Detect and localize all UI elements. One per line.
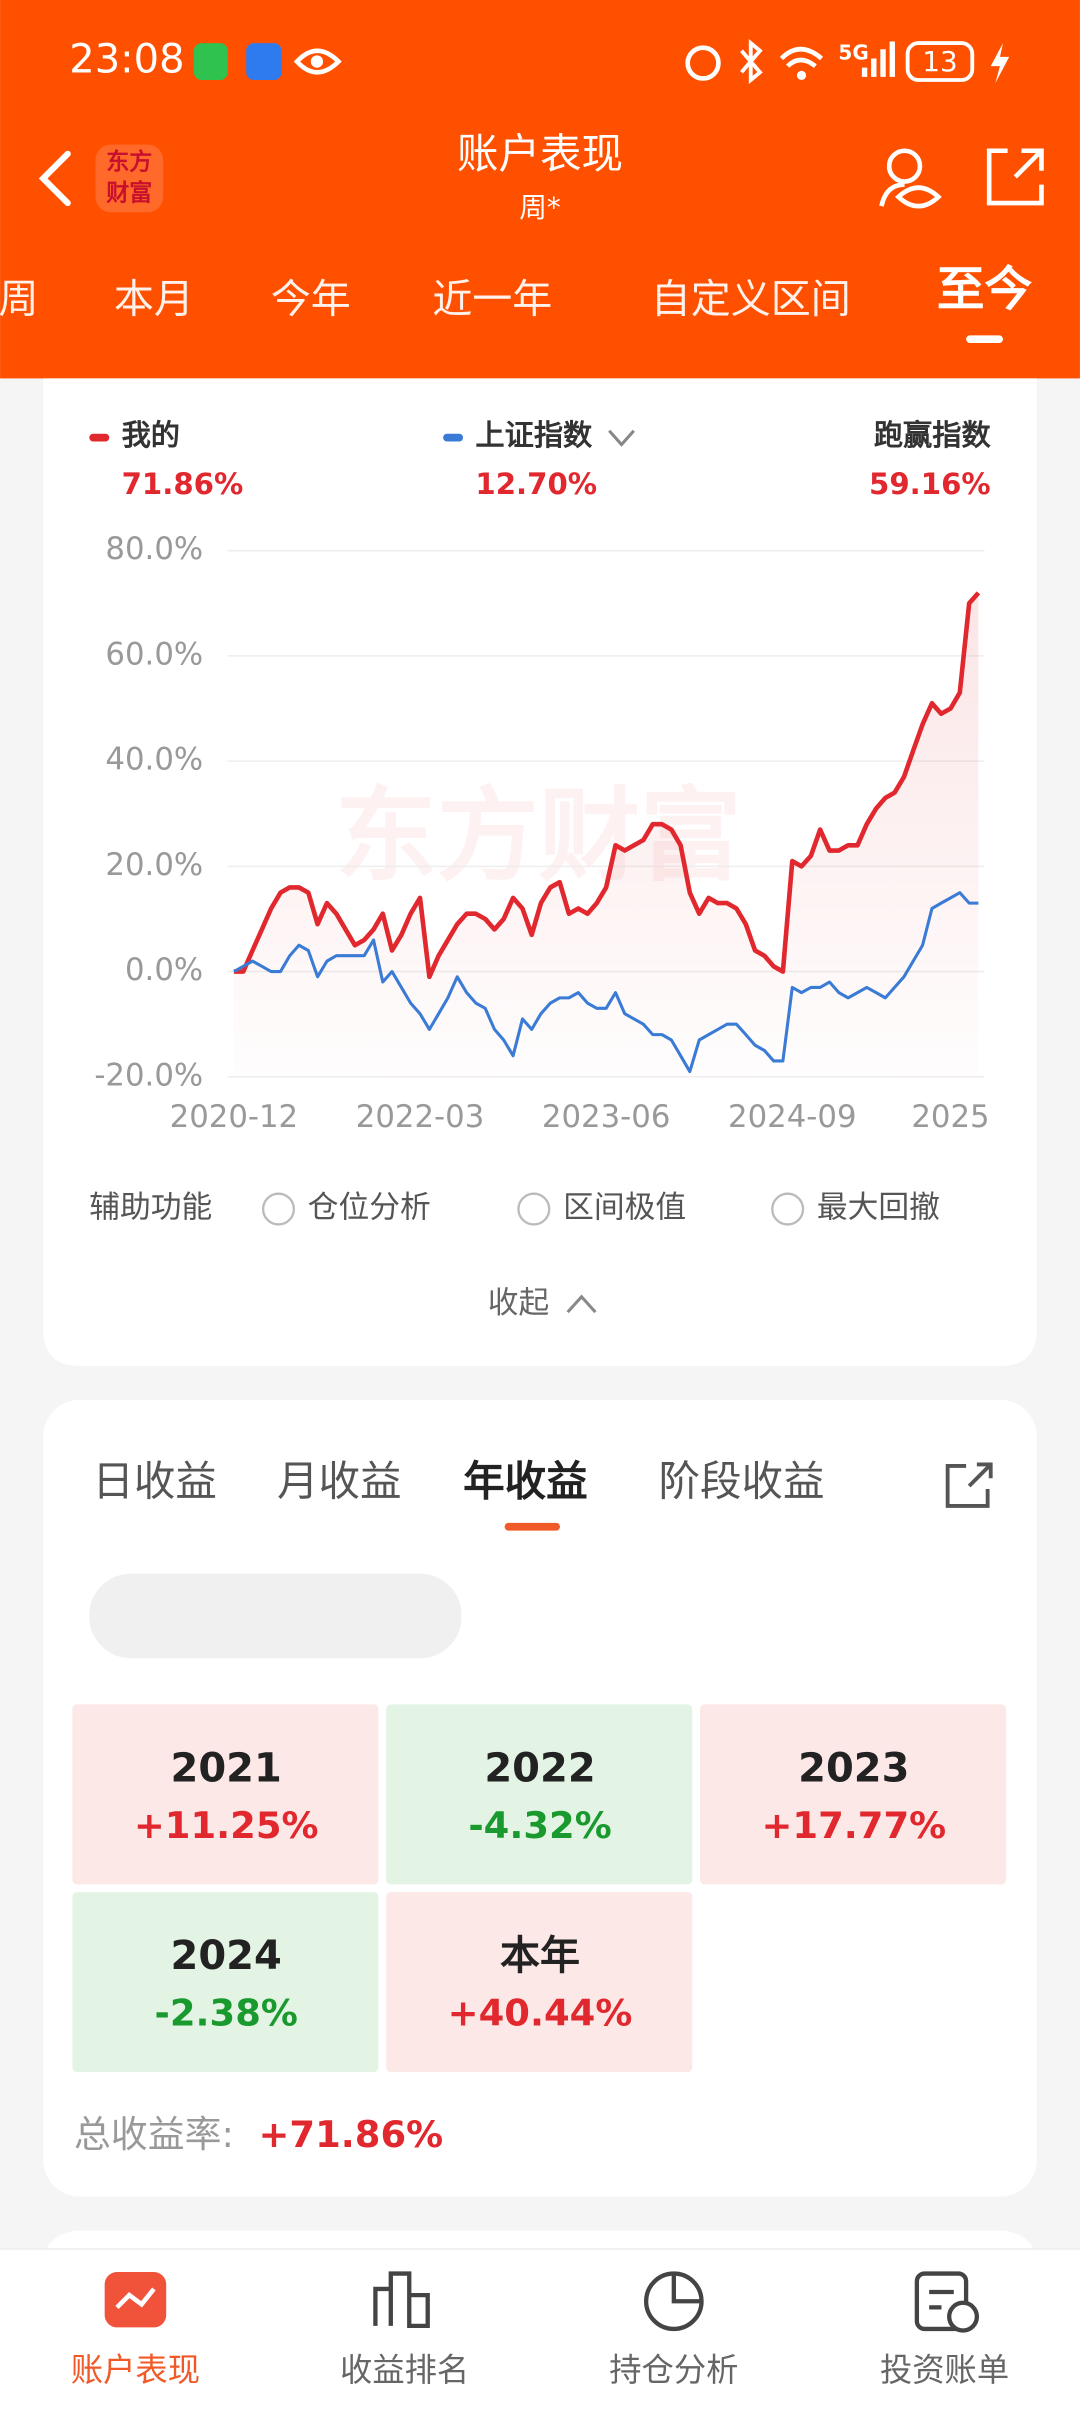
outperform-label: 跑赢指数 [874, 418, 992, 452]
period-tab[interactable]: 自定义区间 [651, 277, 851, 323]
x-tick-label: 2022-03 [356, 1099, 484, 1135]
signal-icon [861, 41, 895, 77]
header-bg [0, 0, 1080, 379]
battery-level: 13 [922, 45, 957, 78]
tile-value: +40.44% [448, 1992, 633, 2035]
status-time: 23:08 [69, 37, 184, 83]
tile-label: 2023 [798, 1746, 909, 1792]
logo [95, 144, 164, 213]
line [233, 891, 979, 1074]
period-tab[interactable]: 今年 [271, 277, 351, 323]
return-tile [386, 1892, 693, 2073]
x-tick-label: 2024-09 [728, 1099, 856, 1135]
radio[interactable] [517, 1192, 551, 1226]
return-tile [72, 1892, 379, 2073]
y-tick-label: 40.0% [105, 742, 203, 778]
battery-icon [905, 41, 975, 82]
charging-icon [990, 43, 1010, 84]
tile-value: -2.38% [155, 1992, 298, 2035]
outperform-value: 59.16% [869, 467, 991, 501]
status-icon [193, 43, 228, 80]
period-tab[interactable]: 至今 [937, 262, 1033, 317]
status-icon [310, 55, 324, 68]
tool-option[interactable]: 仓位分析 [308, 1190, 431, 1226]
toggle-bg [89, 1573, 462, 1659]
period-tab[interactable]: 周 [0, 277, 39, 323]
legend-swatch [443, 433, 464, 442]
share-button[interactable] [986, 148, 1044, 206]
dropdown-icon[interactable] [608, 429, 635, 447]
collapse-icon [566, 1294, 597, 1314]
nav-item[interactable]: 投资账单 [880, 2351, 1009, 2389]
tile-value: -4.32% [468, 1804, 611, 1847]
tile-label: 本年 [500, 1933, 580, 1979]
y-tick-label: 60.0% [105, 636, 203, 672]
y-tick-label: 80.0% [105, 531, 203, 567]
legend-label: 我的 [122, 418, 180, 452]
bluetooth-icon [740, 38, 763, 85]
chart-card [43, 378, 1037, 1366]
area [233, 592, 979, 1077]
x-tick-label: 2020-12 [170, 1099, 298, 1135]
returns-tab[interactable]: 月收益 [277, 1456, 402, 1505]
status-icon [246, 43, 282, 80]
total-label: 总收益率: [74, 2113, 234, 2156]
y-tick-label: 0.0% [125, 952, 203, 988]
period-tab[interactable]: 近一年 [432, 277, 552, 323]
page-title: 账户表现 [457, 129, 623, 178]
bottom-nav [0, 2248, 1080, 2412]
line [233, 591, 981, 980]
radio[interactable] [771, 1192, 805, 1226]
tile-label: 2022 [484, 1746, 595, 1792]
y-tick-label: 20.0% [105, 847, 203, 883]
collapse-button[interactable]: 收起 [488, 1285, 550, 1321]
network-label: 5G [838, 40, 868, 64]
tools-label: 辅助功能 [89, 1190, 212, 1226]
x-tick-label: 2023-06 [542, 1099, 670, 1135]
back-button[interactable] [38, 150, 71, 207]
tile-value: +11.25% [134, 1804, 319, 1847]
nav-item[interactable]: 持仓分析 [609, 2351, 738, 2389]
tab-underline [504, 1522, 560, 1531]
tool-option[interactable]: 区间极值 [563, 1190, 686, 1226]
status-icon [293, 48, 342, 75]
legend-label[interactable]: 上证指数 [475, 418, 593, 452]
nav-item[interactable]: 收益排名 [340, 2351, 469, 2389]
nav-icon [115, 2287, 156, 2310]
user-view-button[interactable] [879, 148, 942, 209]
tool-option[interactable]: 最大回撤 [817, 1190, 940, 1226]
tile-value: +17.77% [761, 1804, 946, 1847]
y-tick-label: -20.0% [94, 1057, 203, 1093]
alarm-icon [685, 45, 721, 81]
legend-value: 71.86% [122, 467, 244, 501]
tile-label: 2024 [171, 1933, 282, 1979]
total-value: +71.86% [258, 2113, 443, 2156]
export-button[interactable] [945, 1462, 993, 1508]
page-subtitle: 周* [519, 191, 561, 224]
returns-tab[interactable]: 年收益 [463, 1456, 588, 1505]
x-tick-label: 2025 [911, 1099, 989, 1135]
logo-text: 东方 [106, 149, 152, 176]
nav-icon [373, 2271, 980, 2333]
nav-item[interactable]: 账户表现 [71, 2351, 200, 2389]
return-tile [386, 1704, 693, 1885]
tab-underline [966, 335, 1004, 344]
tile-label: 2021 [171, 1746, 282, 1792]
radio[interactable] [261, 1192, 296, 1226]
returns-tab[interactable]: 阶段收益 [658, 1456, 824, 1505]
return-tile [699, 1704, 1007, 1885]
wifi-icon [779, 46, 824, 69]
returns-tab[interactable]: 日收益 [92, 1456, 217, 1505]
return-tile [72, 1704, 379, 1885]
wifi-icon [796, 70, 807, 80]
legend-value: 12.70% [475, 467, 597, 501]
logo-text: 财富 [106, 179, 152, 206]
period-tab[interactable]: 本月 [114, 277, 194, 323]
legend-swatch [89, 433, 110, 442]
